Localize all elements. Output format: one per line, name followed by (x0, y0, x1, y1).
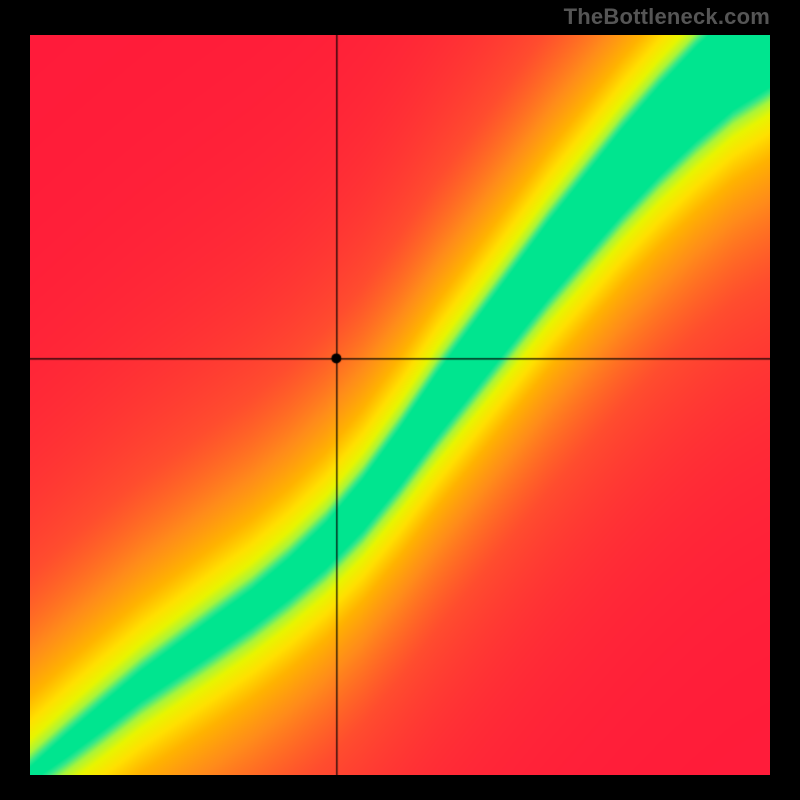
heatmap-canvas (30, 35, 770, 775)
attribution-text: TheBottleneck.com (564, 4, 770, 30)
chart-container: TheBottleneck.com (0, 0, 800, 800)
bottleneck-heatmap (30, 35, 770, 775)
